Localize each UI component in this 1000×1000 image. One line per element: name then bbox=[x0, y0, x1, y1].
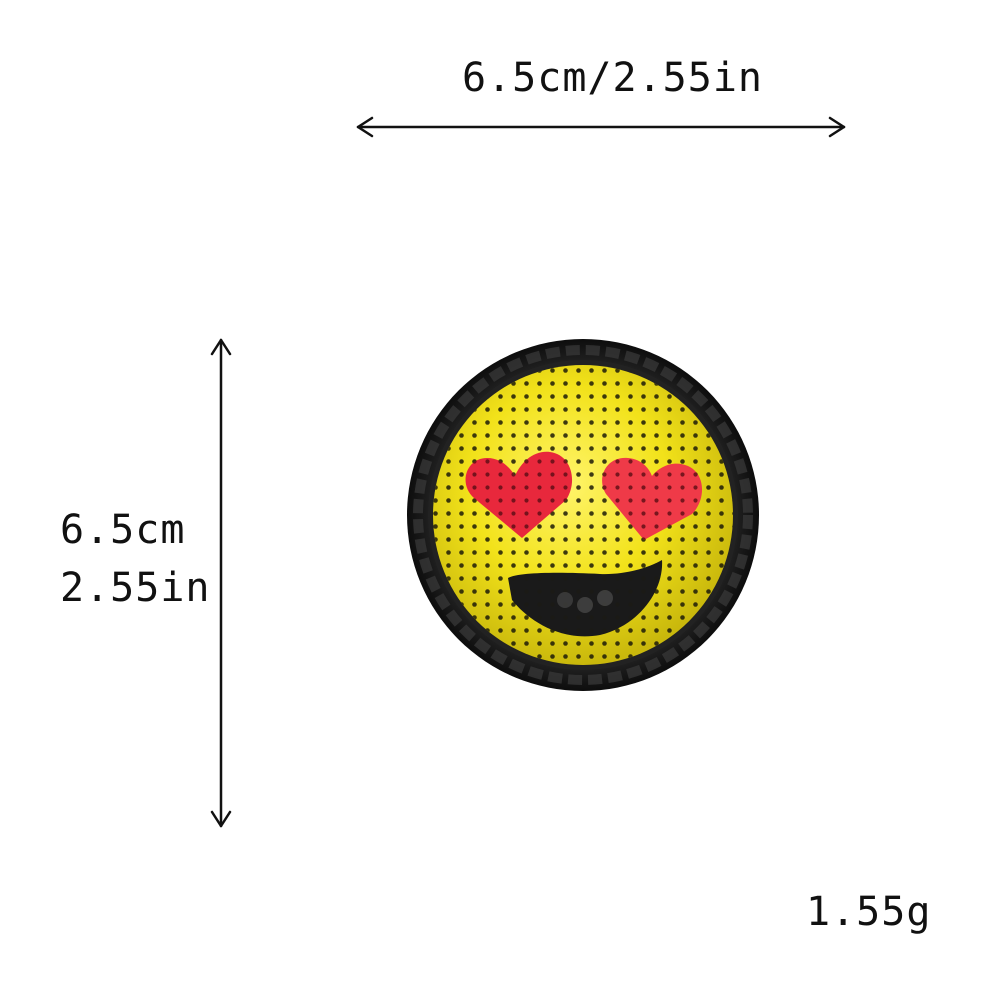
height-dimension-cm-label: 6.5cm bbox=[60, 507, 186, 553]
weight-label: 1.55g bbox=[806, 889, 932, 935]
height-dimension-in-label: 2.55in bbox=[60, 565, 211, 611]
heart-eyes bbox=[465, 451, 703, 540]
smiley-face bbox=[433, 365, 733, 665]
width-arrow-icon bbox=[356, 116, 846, 138]
width-dimension-label: 6.5cm/2.55in bbox=[462, 55, 763, 101]
height-arrow-icon bbox=[210, 338, 232, 828]
smile-mouth bbox=[508, 560, 663, 637]
